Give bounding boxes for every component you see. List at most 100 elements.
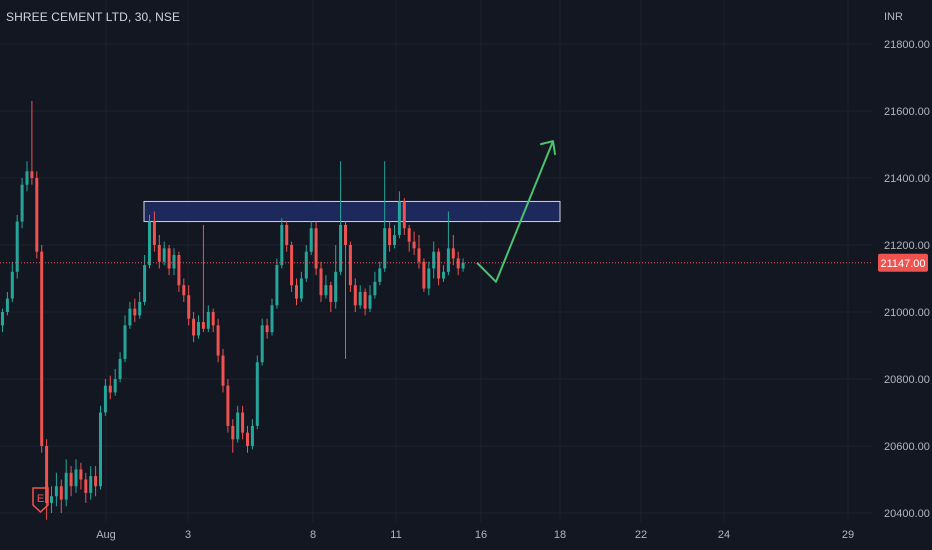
candle bbox=[397, 191, 401, 239]
candle-body bbox=[182, 285, 186, 296]
candle bbox=[393, 224, 396, 249]
candle-body bbox=[397, 201, 401, 235]
candle-body bbox=[201, 322, 205, 329]
candle bbox=[216, 318, 220, 363]
candle-body bbox=[363, 291, 367, 309]
candle bbox=[427, 261, 431, 296]
candle-body bbox=[94, 476, 98, 487]
candle-body bbox=[157, 245, 161, 262]
candle bbox=[334, 245, 338, 309]
candle-body bbox=[231, 425, 235, 440]
candle-body bbox=[226, 385, 230, 426]
candle bbox=[383, 161, 387, 272]
y-tick-label: 21600.00 bbox=[884, 106, 930, 118]
earnings-flag-icon[interactable]: E bbox=[32, 487, 49, 514]
candle-body bbox=[461, 262, 465, 269]
candle bbox=[319, 261, 323, 302]
candle bbox=[59, 479, 63, 513]
candle-body bbox=[383, 228, 387, 269]
candle-body bbox=[113, 379, 117, 393]
candle bbox=[84, 472, 88, 503]
candle-body bbox=[314, 228, 318, 269]
projection-arrow[interactable] bbox=[476, 140, 554, 283]
time-axis[interactable]: Aug 3 8 11 16 18 22 24 29 bbox=[96, 529, 854, 541]
candle-body bbox=[339, 224, 343, 272]
candle bbox=[94, 466, 98, 497]
candle bbox=[344, 221, 347, 359]
candle bbox=[192, 312, 196, 343]
candle-body bbox=[246, 432, 249, 446]
candle-body bbox=[40, 251, 44, 446]
price-axis[interactable]: 21800.00 21600.00 21400.00 21200.00 21000.00… bbox=[878, 11, 930, 520]
candle bbox=[35, 171, 39, 259]
candle bbox=[10, 261, 14, 302]
candle-body bbox=[148, 221, 151, 266]
candle bbox=[304, 245, 308, 282]
candle-body bbox=[437, 251, 441, 279]
candle-body bbox=[275, 265, 279, 306]
candle bbox=[167, 245, 171, 276]
candle-body bbox=[270, 305, 274, 333]
candle bbox=[241, 405, 245, 440]
resistance-zone[interactable] bbox=[143, 200, 561, 223]
candle-body bbox=[15, 221, 19, 272]
candle bbox=[108, 375, 112, 400]
candle-body bbox=[348, 245, 352, 286]
candle bbox=[187, 285, 191, 326]
y-tick-label: 21400.00 bbox=[884, 173, 930, 185]
candle-body bbox=[162, 248, 166, 262]
candle-body bbox=[280, 224, 284, 266]
candle bbox=[368, 285, 372, 312]
candle bbox=[79, 462, 83, 490]
current-price-label: 21147.00 bbox=[880, 258, 925, 270]
candle bbox=[25, 161, 29, 192]
candle-body bbox=[30, 171, 34, 178]
candle bbox=[285, 221, 289, 252]
candle-body bbox=[50, 496, 53, 503]
candle-body bbox=[378, 268, 382, 282]
candle bbox=[1, 308, 4, 333]
candle-body bbox=[192, 318, 196, 336]
candle bbox=[74, 459, 78, 493]
candle bbox=[255, 355, 259, 430]
x-tick-label: 29 bbox=[842, 529, 854, 541]
candle bbox=[123, 315, 127, 363]
candle bbox=[133, 298, 137, 323]
candle bbox=[324, 275, 328, 299]
chart-title: SHREE CEMENT LTD, 30, NSE bbox=[6, 10, 181, 24]
candle bbox=[437, 248, 441, 286]
candle-body bbox=[89, 476, 93, 493]
candle bbox=[280, 218, 284, 269]
candle bbox=[339, 161, 343, 276]
candle bbox=[442, 265, 445, 282]
candles bbox=[1, 100, 465, 520]
candle-body bbox=[64, 472, 68, 500]
candle bbox=[226, 379, 230, 433]
candle bbox=[363, 288, 367, 316]
candle-body bbox=[10, 271, 14, 299]
y-tick-label: 21000.00 bbox=[884, 307, 930, 319]
candle bbox=[407, 224, 411, 252]
candle bbox=[402, 198, 406, 235]
candle-body bbox=[265, 325, 269, 333]
candle bbox=[246, 425, 249, 453]
candle bbox=[172, 248, 176, 276]
candle-body bbox=[412, 241, 416, 249]
candle bbox=[64, 459, 68, 507]
candle-body bbox=[344, 224, 347, 245]
candle bbox=[451, 234, 455, 266]
candle-body bbox=[5, 298, 9, 312]
candle-body bbox=[319, 268, 323, 296]
candle bbox=[456, 251, 460, 276]
candle bbox=[99, 405, 102, 490]
candle-body bbox=[255, 362, 259, 426]
candle bbox=[182, 278, 186, 302]
candle bbox=[50, 486, 53, 513]
candle bbox=[432, 241, 436, 279]
candle-body bbox=[197, 322, 200, 336]
candle bbox=[5, 291, 9, 316]
candle bbox=[118, 352, 122, 383]
candle bbox=[461, 258, 465, 272]
candle bbox=[422, 258, 426, 292]
